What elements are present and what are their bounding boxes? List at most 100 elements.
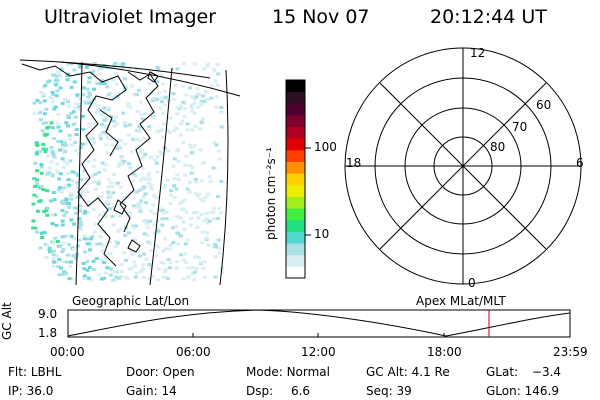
emission-pixel — [119, 185, 123, 189]
emission-pixel — [189, 105, 194, 109]
observation-time: 20:12:44 UT — [430, 6, 547, 28]
emission-pixel — [74, 133, 79, 137]
emission-pixel — [42, 231, 47, 235]
emission-pixel — [162, 186, 167, 190]
emission-pixel — [206, 62, 211, 66]
emission-pixel — [77, 220, 82, 224]
emission-pixel — [120, 64, 125, 68]
emission-pixel — [126, 67, 131, 71]
emission-pixel — [71, 254, 76, 258]
emission-pixel — [37, 111, 42, 115]
emission-pixel — [147, 125, 152, 129]
emission-pixel — [115, 147, 120, 150]
emission-pixel — [128, 266, 133, 270]
status-seq-value: 39 — [396, 384, 412, 398]
emission-pixel — [159, 96, 164, 100]
emission-pixel — [50, 222, 55, 226]
emission-pixel — [154, 253, 159, 257]
emission-pixel — [181, 277, 186, 281]
emission-pixel — [50, 213, 55, 217]
emission-pixel — [67, 243, 72, 247]
emission-pixel — [103, 271, 108, 275]
emission-pixel — [60, 200, 64, 204]
emission-pixel — [41, 147, 46, 151]
emission-pixel — [56, 70, 61, 74]
emission-pixel — [51, 153, 56, 157]
emission-pixel — [32, 101, 37, 105]
emission-pixel — [181, 141, 186, 145]
emission-pixel — [59, 140, 64, 144]
emission-pixel — [114, 82, 119, 86]
emission-pixel — [158, 150, 163, 154]
emission-pixel — [86, 99, 91, 102]
island-outline-2 — [113, 199, 127, 215]
colorbar-label-10: 10 — [314, 227, 330, 241]
emission-pixel — [66, 114, 71, 118]
emission-pixel — [111, 278, 116, 282]
emission-pixel — [41, 188, 46, 191]
emission-pixel — [35, 169, 39, 173]
emission-pixel — [63, 144, 68, 147]
emission-pixel — [64, 210, 69, 214]
emission-pixel — [62, 139, 67, 143]
emission-pixel — [209, 211, 214, 215]
emission-pixel — [172, 196, 177, 200]
emission-pixel — [108, 267, 113, 271]
emission-pixel — [89, 135, 94, 139]
emission-pixel — [90, 174, 95, 178]
emission-pixel — [67, 264, 72, 268]
emission-pixel — [73, 171, 78, 175]
emission-pixel — [60, 157, 65, 161]
emission-pixel — [200, 179, 205, 183]
emission-pixel — [50, 174, 55, 178]
emission-pixel — [141, 267, 146, 271]
emission-pixel — [66, 202, 71, 206]
emission-pixel — [139, 113, 144, 116]
emission-pixel — [54, 74, 59, 78]
emission-pixel — [87, 125, 92, 129]
colorbar-frame — [285, 79, 306, 279]
emission-pixel — [69, 197, 74, 201]
emission-pixel — [101, 130, 106, 134]
emission-pixel — [220, 270, 224, 274]
emission-pixel — [37, 200, 42, 204]
emission-pixel — [152, 232, 157, 236]
emission-pixel — [131, 137, 136, 141]
emission-pixel — [77, 107, 82, 111]
emission-pixel — [59, 266, 63, 270]
polar-label-12: 12 — [470, 46, 486, 60]
emission-pixel — [151, 96, 156, 100]
emission-pixel — [52, 155, 57, 159]
emission-pixel — [54, 76, 59, 80]
emission-pixel — [71, 248, 76, 251]
emission-pixel — [81, 93, 86, 97]
emission-pixel — [117, 161, 122, 165]
emission-pixel — [140, 148, 144, 152]
altitude-ylabel: GC Alt — [0, 302, 14, 340]
emission-pixel — [52, 81, 57, 85]
emission-pixel — [130, 84, 135, 88]
emission-pixel — [201, 199, 206, 203]
emission-pixel — [90, 235, 95, 239]
emission-pixel — [187, 163, 192, 167]
emission-pixel — [175, 67, 180, 71]
emission-pixel — [138, 100, 143, 104]
emission-pixel — [138, 206, 143, 210]
emission-pixel — [182, 227, 187, 231]
emission-pixel — [219, 125, 224, 129]
emission-pixel — [44, 132, 49, 136]
emission-pixel — [141, 263, 146, 267]
emission-pixel — [178, 122, 183, 126]
emission-pixel — [51, 126, 55, 130]
emission-pixel — [121, 62, 126, 66]
emission-pixel — [149, 183, 154, 187]
emission-pixel — [96, 170, 101, 174]
status-flt: Flt: LBHL — [8, 365, 62, 379]
emission-pixel — [214, 95, 219, 99]
emission-pixel — [185, 238, 190, 242]
emission-pixel — [106, 190, 111, 194]
emission-pixel — [203, 90, 208, 94]
emission-pixel — [180, 119, 185, 123]
emission-pixel — [116, 241, 120, 245]
emission-pixel — [95, 81, 100, 85]
